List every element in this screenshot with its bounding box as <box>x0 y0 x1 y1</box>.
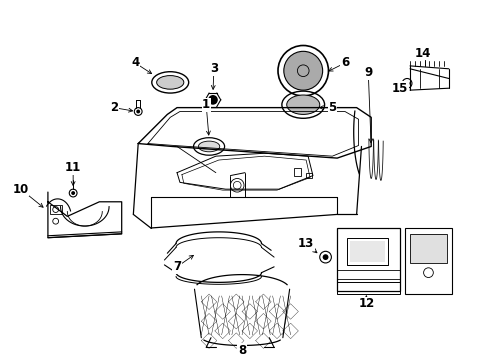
Text: 14: 14 <box>414 47 430 60</box>
Bar <box>305 173 311 179</box>
Text: 4: 4 <box>131 57 139 69</box>
Circle shape <box>404 81 408 86</box>
Bar <box>346 238 387 265</box>
Text: 11: 11 <box>65 161 81 174</box>
Text: 12: 12 <box>358 297 374 310</box>
Text: 1: 1 <box>202 98 210 111</box>
Bar <box>337 228 400 291</box>
Bar <box>50 205 61 215</box>
Ellipse shape <box>156 76 183 89</box>
Circle shape <box>71 191 75 195</box>
Text: 7: 7 <box>173 260 181 273</box>
Text: 9: 9 <box>364 66 372 79</box>
Circle shape <box>283 51 322 90</box>
Text: 10: 10 <box>13 183 29 196</box>
Bar <box>409 234 446 263</box>
Ellipse shape <box>198 141 219 152</box>
Bar <box>337 282 400 294</box>
Bar <box>405 228 451 294</box>
Bar <box>349 240 384 262</box>
Text: 5: 5 <box>327 101 336 114</box>
Text: 6: 6 <box>340 57 348 69</box>
Text: 13: 13 <box>297 237 314 250</box>
Text: 8: 8 <box>238 344 245 357</box>
Text: 3: 3 <box>209 62 218 75</box>
Text: 2: 2 <box>110 101 118 114</box>
Text: 15: 15 <box>391 82 407 95</box>
Bar <box>293 168 301 176</box>
Circle shape <box>136 109 140 113</box>
Circle shape <box>322 254 328 260</box>
Bar <box>409 234 446 263</box>
Ellipse shape <box>286 95 319 114</box>
Circle shape <box>208 95 217 105</box>
